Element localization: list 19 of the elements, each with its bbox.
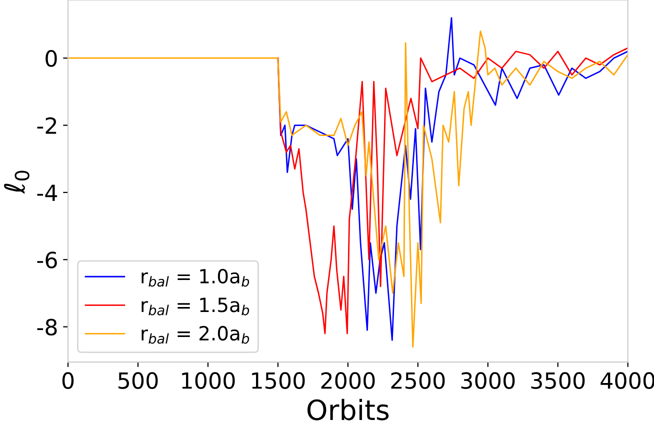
legend-label: r$_{bal}$ = 1.5a$_{b}$ bbox=[142, 298, 250, 316]
x-tick-label: 2000 bbox=[321, 372, 375, 389]
y-tick-label: -6 bbox=[37, 252, 57, 268]
y-tick-label: -4 bbox=[37, 184, 58, 201]
x-tick-label: 3000 bbox=[461, 372, 515, 389]
legend-label: r$_{bal}$ = 2.0a$_{b}$ bbox=[142, 326, 250, 344]
x-axis-title: Orbits bbox=[307, 398, 389, 420]
x-tick-label: 1500 bbox=[252, 372, 305, 389]
x-tick-label: 1000 bbox=[182, 372, 235, 389]
line-series bbox=[68, 30, 628, 348]
y-tick-label: -2 bbox=[37, 117, 56, 134]
x-tick-label: 0 bbox=[62, 372, 74, 389]
y-tick-label: -8 bbox=[37, 318, 57, 336]
y-axis-title: ℓ$_{0}$ bbox=[4, 170, 30, 194]
x-tick-label: 500 bbox=[118, 372, 158, 389]
y-tick-label: 0 bbox=[46, 50, 57, 67]
x-tick-label: 3500 bbox=[531, 372, 585, 389]
x-tick-label: 2500 bbox=[391, 372, 445, 389]
legend-label: r$_{bal}$ = 1.0a$_{b}$ bbox=[142, 268, 250, 287]
